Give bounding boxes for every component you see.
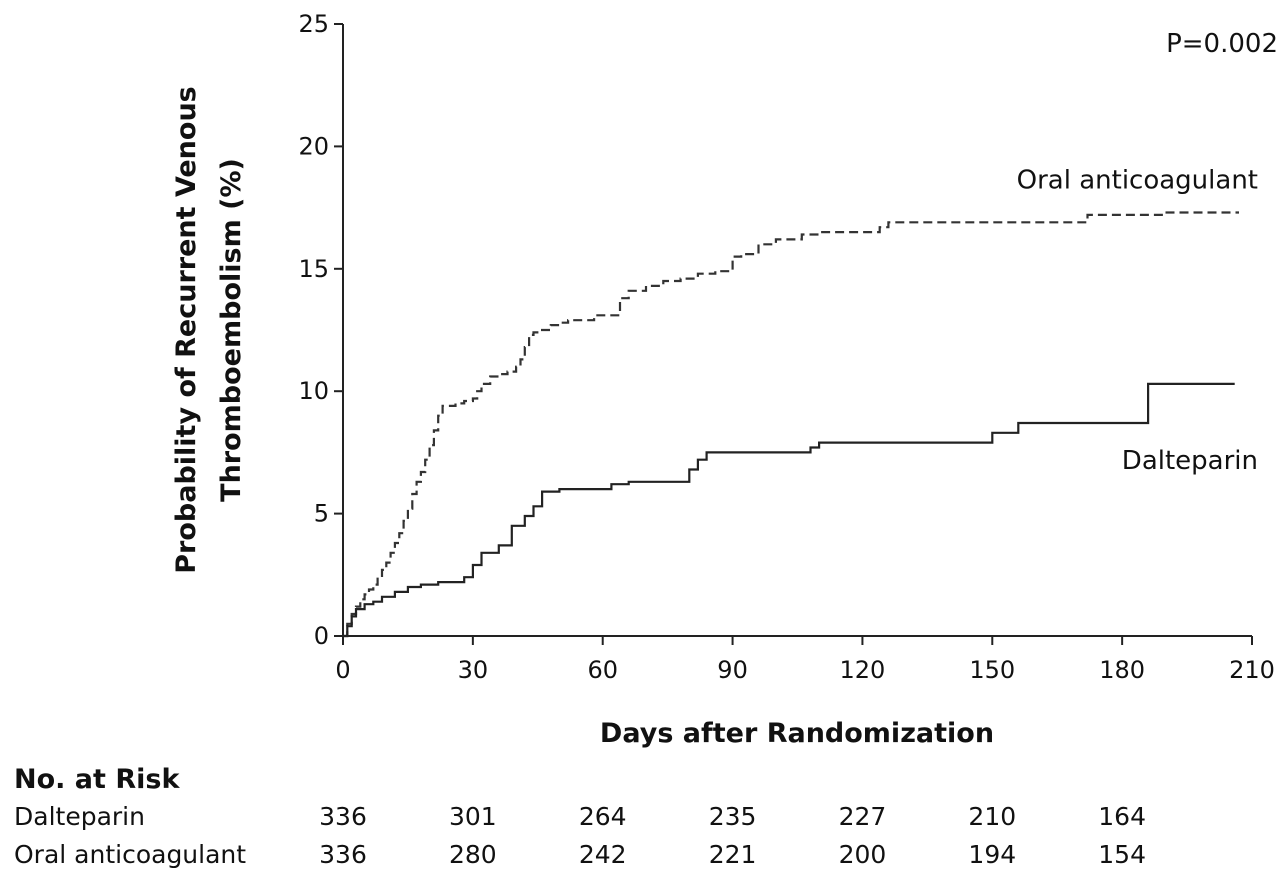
series-line-oral-anticoagulant xyxy=(343,211,1239,638)
risk-row: Oral anticoagulant 336 280 242 221 200 194 154 xyxy=(14,836,1284,874)
risk-table: No. at Risk Dalteparin 336 301 264 235 227 210… xyxy=(14,762,1284,874)
risk-row-label: Dalteparin xyxy=(14,802,145,831)
series-layer: Oral anticoagulant Dalteparin xyxy=(343,165,1258,638)
risk-cell: 264 xyxy=(578,802,627,831)
y-tick-label: 0 xyxy=(314,622,329,650)
risk-table-rows: Dalteparin 336 301 264 235 227 210 164 Oral anti… xyxy=(14,798,1284,874)
risk-cell: 235 xyxy=(708,802,757,831)
risk-table-title: No. at Risk xyxy=(14,764,180,795)
risk-cell: 336 xyxy=(319,802,367,831)
x-tick-label: 210 xyxy=(1229,656,1275,684)
x-tick-label: 120 xyxy=(840,656,886,684)
risk-row-label: Oral anticoagulant xyxy=(14,840,247,869)
y-tick-label: 15 xyxy=(298,255,329,283)
series-label-dalteparin: Dalteparin xyxy=(1122,446,1258,476)
x-tick-label: 60 xyxy=(587,656,618,684)
p-value-annotation: P=0.002 xyxy=(1166,29,1278,59)
x-axis-title: Days after Randomization xyxy=(600,718,994,749)
y-axis-title-line-1: Probability of Recurrent Venous xyxy=(171,86,202,574)
y-axis-title-line-2: Thromboembolism (%) xyxy=(216,158,247,502)
risk-row: Dalteparin 336 301 264 235 227 210 164 xyxy=(14,798,1284,836)
axes: 0 5 10 15 20 25 0 30 60 90 120 150 180 210 xyxy=(298,10,1274,684)
y-tick-label: 10 xyxy=(298,377,329,405)
series-line-dalteparin xyxy=(343,382,1235,638)
risk-cell: 280 xyxy=(448,840,497,869)
risk-cell: 227 xyxy=(838,802,887,831)
risk-cell: 301 xyxy=(448,802,497,831)
risk-cell: 164 xyxy=(1098,802,1146,831)
x-tick-label: 90 xyxy=(717,656,748,684)
risk-cell: 221 xyxy=(708,840,757,869)
risk-cell: 336 xyxy=(319,840,367,869)
y-tick-label: 25 xyxy=(298,10,329,38)
y-tick-label: 20 xyxy=(298,132,329,160)
km-chart: Probability of Recurrent Venous Thromboe… xyxy=(171,10,1278,749)
x-tick-label: 150 xyxy=(969,656,1015,684)
risk-cell: 200 xyxy=(838,840,887,869)
risk-cell: 154 xyxy=(1098,840,1146,869)
y-axis-title: Probability of Recurrent Venous Thromboe… xyxy=(171,86,247,574)
risk-cell: 242 xyxy=(578,840,627,869)
risk-cell: 210 xyxy=(968,802,1017,831)
series-label-oral-anticoagulant: Oral anticoagulant xyxy=(1017,165,1258,195)
risk-cell: 194 xyxy=(968,840,1017,869)
x-tick-label: 180 xyxy=(1099,656,1145,684)
y-tick-label: 5 xyxy=(314,500,329,528)
x-tick-label: 0 xyxy=(335,656,350,684)
x-tick-label: 30 xyxy=(458,656,489,684)
